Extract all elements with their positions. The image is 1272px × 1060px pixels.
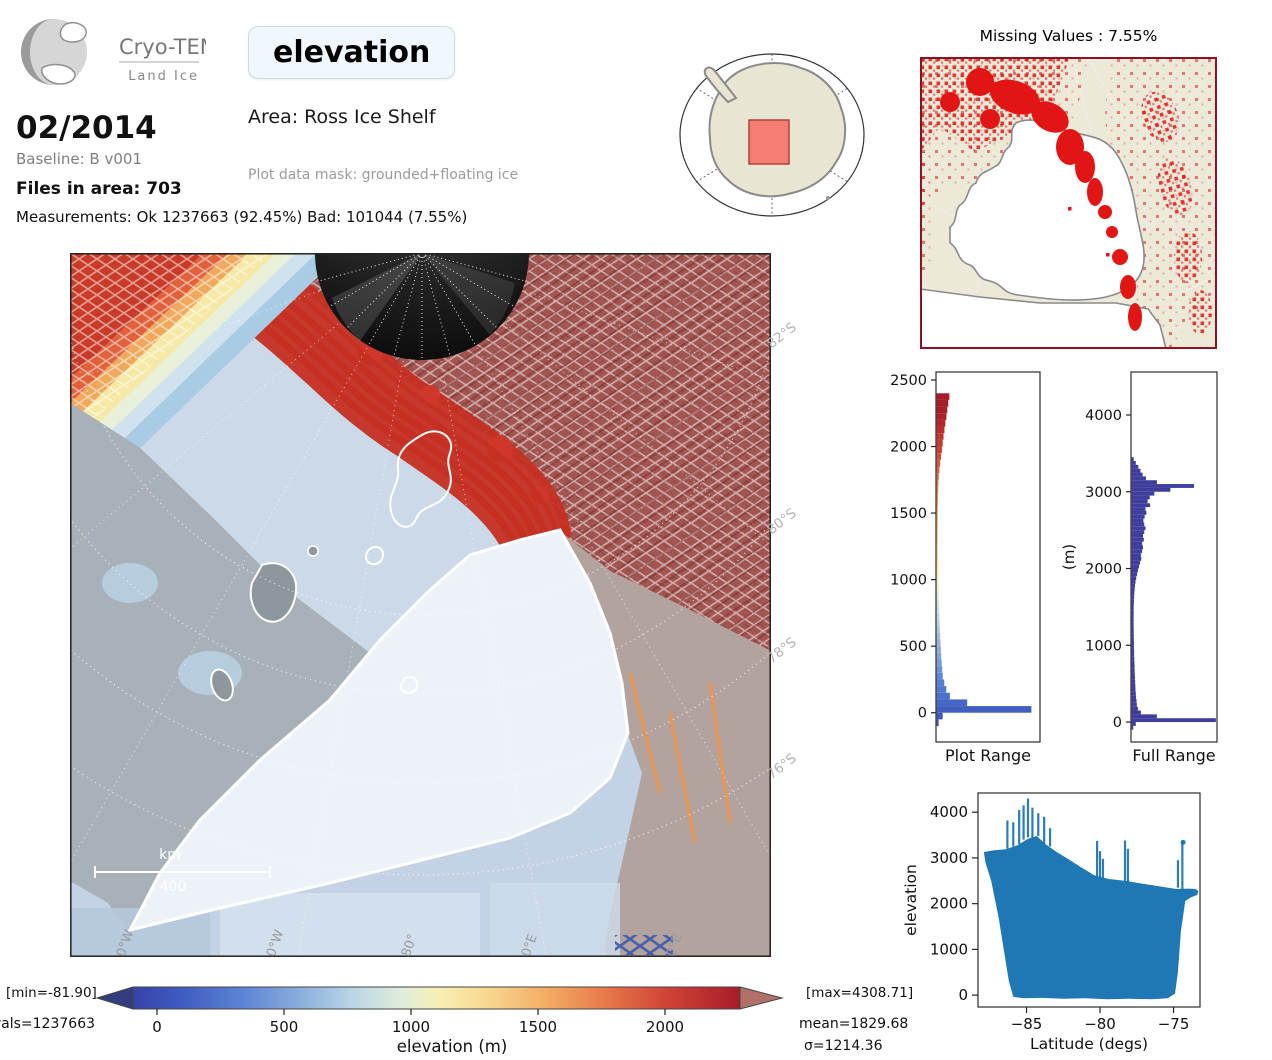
plot-range-title: Plot Range [945,746,1031,765]
svg-text:−85: −85 [1011,1015,1043,1033]
colorbar-max-arrow [739,986,784,1010]
colorbar-gradient-bar [132,986,741,1010]
logo-subtitle: Land Ice [128,69,199,84]
svg-text:1000: 1000 [1085,638,1122,654]
map-islands [210,545,319,702]
svg-text:2000: 2000 [646,1018,684,1036]
plot-mask-label: Plot data mask: grounded+floating ice [248,167,519,183]
scalebar-value: 400 [160,879,187,895]
colorbar-mean-label: mean=1829.68 [799,1016,909,1032]
svg-text:1500: 1500 [519,1018,557,1036]
svg-text:0: 0 [1113,715,1122,731]
missing-map-sea-coastline [920,288,1167,349]
svg-text:1000: 1000 [930,940,968,958]
variable-chip: elevation [248,26,456,79]
inset-peninsula [703,66,738,104]
map-graticule [70,290,771,957]
logo-landmass-south [41,63,76,85]
svg-text:2000: 2000 [930,895,968,913]
svg-text:2000: 2000 [890,440,927,456]
missing-cluster-left-edge [920,152,934,272]
svg-text:3000: 3000 [930,849,968,867]
map-polar-gap-fan [315,253,529,360]
svg-text:3000: 3000 [1085,485,1122,501]
scatter-ylabel: elevation [902,864,920,936]
colorbar-ticks: 0 500 1000 1500 2000 [152,1009,684,1036]
measurements-label: Measurements: Ok 1237663 (92.45%) Bad: 1… [16,208,468,226]
svg-text:500: 500 [899,639,927,655]
svg-text:2500: 2500 [890,373,927,389]
svg-text:1000: 1000 [392,1018,430,1036]
colorbar-max-label: [max=4308.71] [806,985,914,1001]
svg-text:1000: 1000 [890,573,927,589]
inset-roi-rectangle [748,119,790,165]
svg-text:4000: 4000 [930,803,968,821]
svg-text:0: 0 [958,986,968,1004]
latitude-elevation-scatter: Latitude (degs) elevation −85 −80 −75 0 1000… [902,792,1201,1053]
svg-text:2000: 2000 [1085,562,1122,578]
colorbar-min-arrow [95,986,134,1010]
svg-text:0: 0 [918,706,927,722]
missing-cluster-topleft-dense [920,57,1070,152]
missing-values-map [920,57,1217,349]
map-track-fragment [615,935,673,955]
full-range-title: Full Range [1132,746,1216,765]
logo-crescent-icon [21,19,54,85]
svg-text:0: 0 [152,1018,162,1036]
elevation-colorbar: 0 500 1000 1500 2000 elevation (m) [95,986,784,1056]
files-in-area-label: Files in area: 703 [16,179,182,199]
svg-text:500: 500 [270,1018,299,1036]
colorbar-nvals-label: n_vals=1237663 [0,1016,96,1032]
inset-island [826,196,830,200]
svg-text:−75: −75 [1158,1015,1190,1033]
missing-map-shelf-outline [949,119,1145,301]
missing-map-border [920,57,1217,349]
date-label: 02/2014 [16,110,157,146]
map-mountains-region [70,403,370,931]
antarctica-locator-inset [679,53,865,217]
scalebar-unit: km [159,847,181,863]
full-range-histogram: 0 1000 2000 3000 4000 (m) [1062,371,1218,743]
map-scalebar: km 400 [94,847,271,895]
missing-map-sea [920,289,1166,349]
main-elevation-map: km 400 [70,253,771,957]
baseline-label: Baseline: B v001 [16,150,142,168]
missing-coastal-blobs [940,68,1142,331]
cryo-tempo-logo: Cryo-TEMPO Land Ice [21,19,206,85]
logo-title: Cryo-TEMPO [119,35,206,59]
map-border [70,253,771,957]
logo-landmass-north [59,22,87,43]
map-ice-shelf-region [128,528,630,932]
svg-text:1500: 1500 [890,506,927,522]
map-grounding-line-loops [364,430,453,694]
missing-cluster-right-dense [1140,91,1212,334]
area-label: Area: Ross Ice Shelf [248,106,436,128]
scatter-xlabel: Latitude (degs) [1030,1035,1148,1053]
colorbar-axis-label: elevation (m) [397,1037,508,1056]
svg-text:(m): (m) [1062,544,1078,570]
plot-range-histogram: 0 500 1000 1500 2000 2500 [890,371,1041,743]
svg-text:4000: 4000 [1085,408,1122,424]
svg-text:−80: −80 [1084,1015,1116,1033]
map-ocean-region [70,735,642,957]
missing-values-title: Missing Values : 7.55% [979,27,1158,45]
colorbar-sigma-label: σ=1214.36 [804,1038,883,1054]
colorbar-min-label: [min=-81.90] [6,985,97,1001]
